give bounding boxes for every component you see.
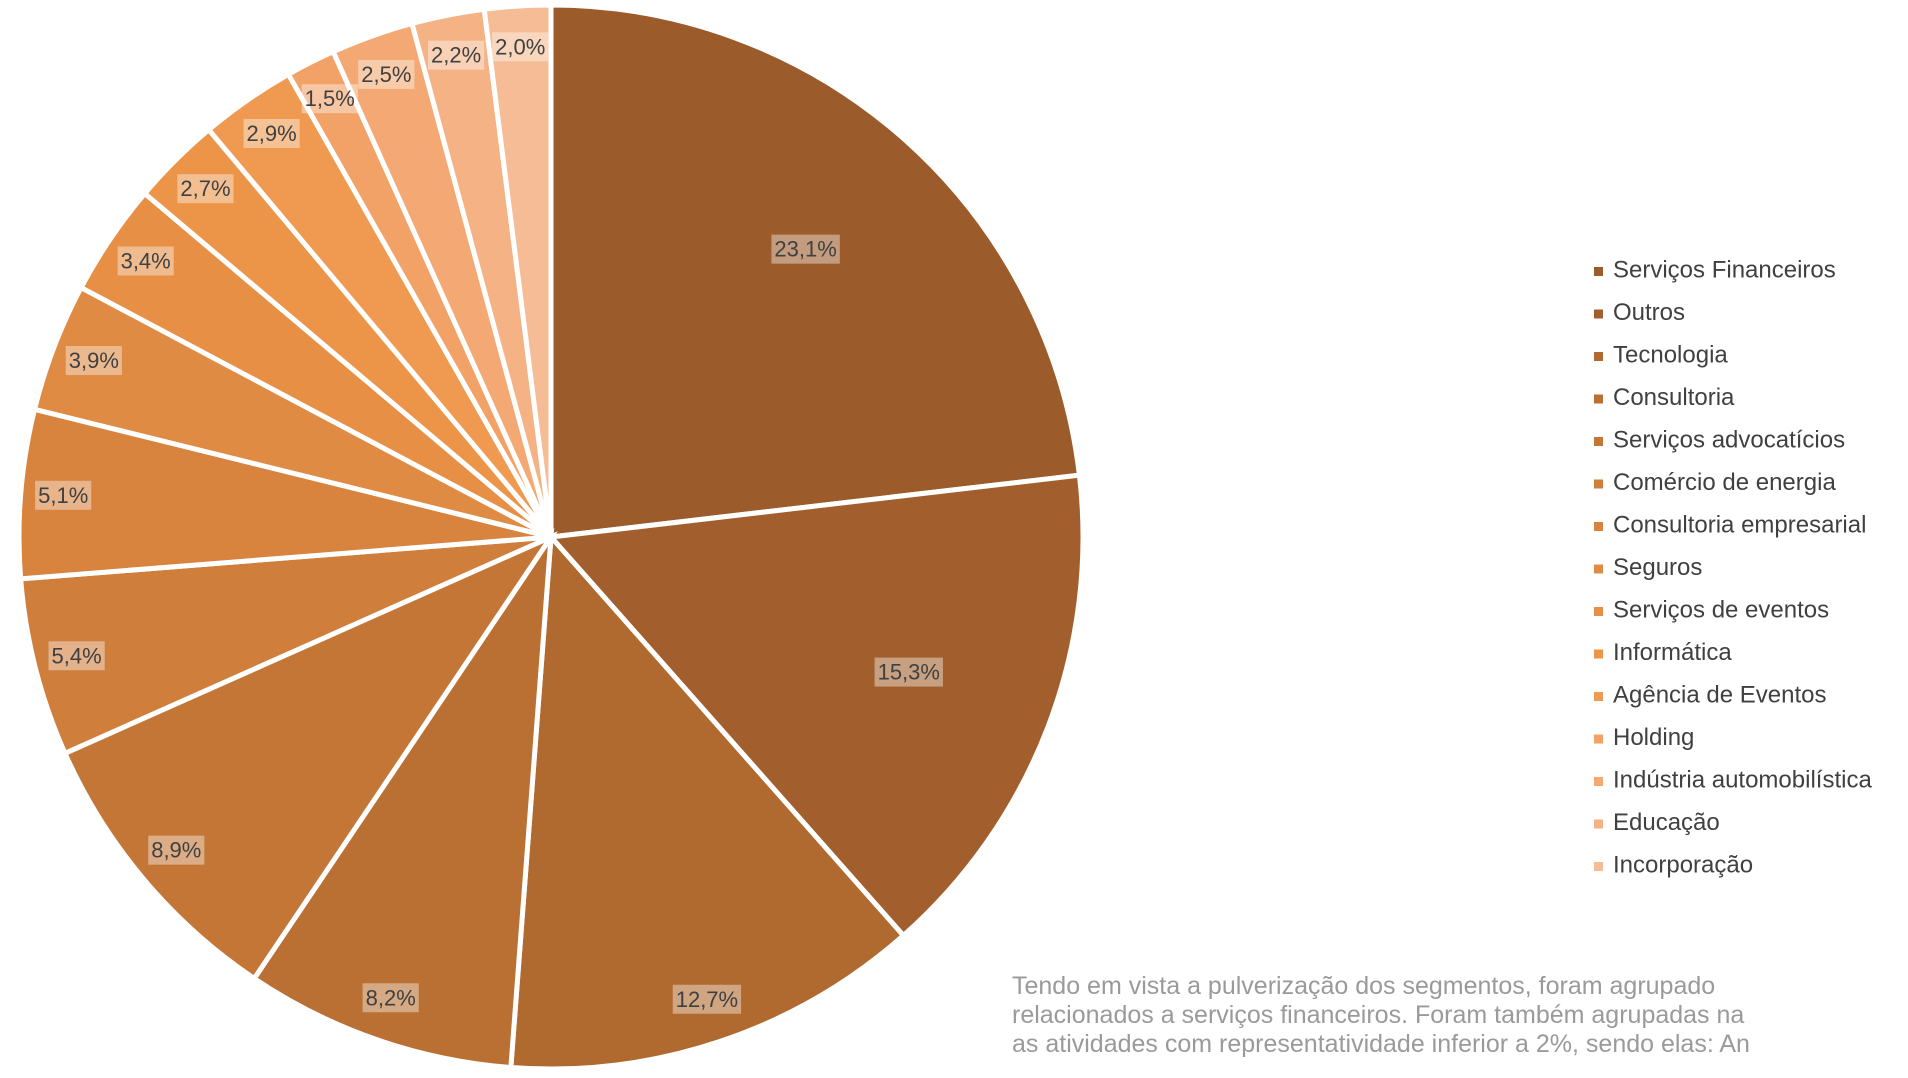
data-label-box — [362, 983, 419, 1013]
data-label: 2,7% — [177, 174, 234, 204]
data-label-text: 2,5% — [361, 62, 411, 87]
pie-slice — [250, 527, 555, 1071]
legend-swatch — [1594, 649, 1603, 659]
legend-swatch — [1594, 309, 1603, 319]
pie-slice — [545, 472, 1086, 940]
data-label-box — [243, 118, 300, 148]
legend-swatch — [1594, 862, 1603, 871]
legend-label: Consultoria — [1613, 384, 1735, 411]
data-label-box — [874, 657, 943, 687]
data-label-box — [771, 234, 840, 264]
pie-slice — [481, 2, 554, 538]
data-label-text: 15,3% — [878, 660, 940, 685]
data-label-box — [428, 40, 485, 70]
data-label-text: 12,7% — [676, 987, 738, 1012]
note-line: Tendo em vista a pulverização dos segmen… — [1012, 972, 1716, 1000]
legend-swatch — [1594, 734, 1603, 744]
data-label-text: 8,2% — [366, 985, 416, 1010]
legend-swatch — [1594, 777, 1603, 786]
data-label: 23,1% — [771, 234, 840, 264]
data-label-box — [117, 246, 174, 276]
data-label-box — [148, 835, 205, 865]
legend-label: Holding — [1613, 724, 1694, 751]
legend-label: Serviços Financeiros — [1613, 256, 1836, 283]
data-label: 3,9% — [65, 346, 122, 376]
legend-swatch — [1594, 437, 1603, 446]
legend-swatch — [1594, 819, 1603, 829]
data-label: 8,9% — [148, 835, 205, 865]
legend-label: Indústria automobilística — [1613, 766, 1872, 793]
data-label-text: 2,9% — [247, 121, 297, 146]
legend-swatch — [1594, 607, 1603, 616]
legend-swatch — [1594, 522, 1603, 531]
data-label-box — [65, 346, 122, 376]
data-label-text: 2,7% — [180, 176, 230, 201]
note: Tendo em vista a pulverização dos segmen… — [1012, 972, 1908, 1059]
data-label: 5,4% — [48, 641, 105, 671]
data-label: 5,1% — [35, 480, 92, 510]
data-label-box — [672, 984, 742, 1014]
data-label-text: 3,9% — [69, 348, 119, 373]
legend-label: Comércio de energia — [1613, 469, 1836, 496]
data-label-box — [177, 174, 234, 204]
data-label: 2,5% — [358, 59, 415, 89]
legend-label: Agência de Eventos — [1613, 681, 1826, 708]
data-label-box — [48, 641, 105, 671]
legend-label: Incorporação — [1613, 851, 1753, 878]
legend-label: Educação — [1613, 809, 1720, 836]
legend-label: Informática — [1613, 639, 1732, 666]
legend-swatch — [1594, 692, 1603, 701]
data-label: 1,5% — [301, 84, 358, 114]
data-label-text: 2,0% — [495, 34, 545, 59]
note-line: as atividades com representatividade inf… — [1012, 1030, 1750, 1058]
pie-slice — [61, 531, 558, 982]
legend-label: Outros — [1613, 299, 1685, 326]
legend-swatch — [1594, 479, 1603, 489]
data-label: 2,0% — [492, 32, 549, 62]
data-label-text: 2,2% — [431, 43, 481, 68]
data-label-text: 23,1% — [774, 237, 836, 262]
data-label: 8,2% — [362, 983, 419, 1013]
legend-swatch — [1594, 564, 1603, 574]
legend-label: Tecnologia — [1613, 341, 1728, 368]
legend-swatch — [1594, 267, 1603, 276]
data-label-text: 5,4% — [52, 643, 102, 668]
data-label-box — [358, 59, 415, 89]
legend-swatch — [1594, 394, 1603, 404]
legend-label: Serviços advocatícios — [1613, 426, 1845, 453]
pie-slice — [17, 534, 553, 757]
data-label-text: 1,5% — [305, 86, 355, 111]
legend-swatch — [1594, 352, 1603, 361]
data-label: 2,2% — [428, 40, 485, 70]
data-label-box — [492, 32, 549, 62]
pie-slice — [548, 2, 1083, 540]
data-label-text: 8,9% — [151, 838, 201, 863]
data-label: 3,4% — [117, 246, 174, 276]
data-label: 15,3% — [874, 657, 943, 687]
data-label-text: 5,1% — [38, 483, 88, 508]
note-line: relacionados a serviços financeiros. For… — [1012, 1001, 1745, 1029]
legend-label: Consultoria empresarial — [1613, 511, 1866, 538]
data-label-text: 3,4% — [121, 248, 171, 273]
data-label: 12,7% — [672, 984, 742, 1014]
data-label: 2,9% — [243, 118, 300, 148]
legend-label: Serviços de eventos — [1613, 596, 1829, 623]
pie-slice — [508, 530, 907, 1072]
data-label-box — [301, 84, 358, 114]
legend-label: Seguros — [1613, 554, 1702, 581]
pie-slice — [16, 406, 552, 582]
data-label-box — [35, 480, 92, 510]
